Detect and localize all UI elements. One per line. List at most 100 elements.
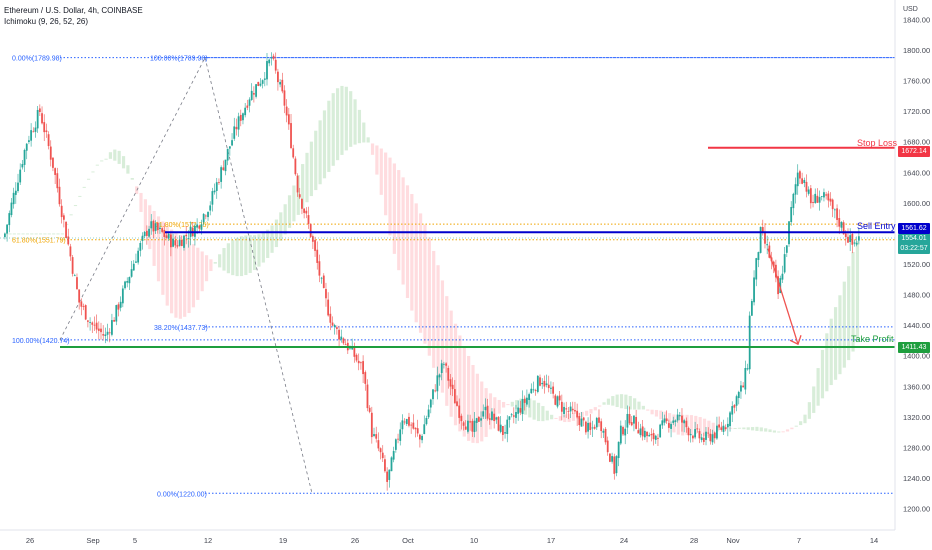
cloud-segment — [30, 233, 34, 235]
cloud-segment — [676, 414, 680, 435]
cloud-segment — [646, 409, 650, 411]
candle-body — [685, 420, 688, 428]
candle-body — [6, 224, 8, 234]
cloud-segment — [279, 212, 283, 241]
candle-body — [60, 205, 63, 218]
cloud-segment — [563, 414, 567, 423]
candle-body — [484, 406, 487, 411]
take-profit-price-tag: 1411.43 — [898, 342, 930, 353]
candle-body — [777, 276, 779, 295]
candle-body — [576, 410, 579, 418]
candle-body — [342, 338, 345, 344]
candle-body — [847, 236, 849, 243]
candle-body — [126, 281, 129, 283]
candle-body — [580, 418, 583, 427]
candle-body — [493, 413, 496, 422]
candle-body — [290, 123, 292, 149]
cloud-segment — [349, 91, 353, 147]
cloud-segment — [344, 86, 348, 151]
candle-body — [510, 414, 513, 416]
candle-body — [408, 416, 410, 426]
candle-body — [228, 146, 231, 149]
projection-arrow — [767, 248, 802, 346]
cloud-segment — [847, 266, 851, 361]
candle-body — [486, 405, 489, 419]
cloud-segment — [641, 405, 645, 410]
candle-body — [799, 171, 801, 179]
cloud-segment — [851, 251, 855, 352]
candle-body — [449, 379, 452, 387]
price-tick-label: 1840.00 — [903, 15, 930, 24]
candle-body — [32, 131, 35, 133]
candle-body — [259, 83, 262, 86]
cloud-segment — [707, 420, 711, 437]
candle-body — [159, 227, 161, 229]
candle-body — [805, 181, 808, 192]
candle-body — [543, 380, 546, 387]
price-tick-label: 1280.00 — [903, 443, 930, 452]
candle-body — [753, 277, 755, 303]
cloud-segment — [235, 237, 239, 277]
candle-body — [368, 407, 371, 412]
candle-body — [38, 108, 41, 113]
candle-body — [97, 328, 100, 331]
candle-body — [589, 422, 592, 430]
candle-body — [521, 399, 524, 415]
cloud-segment — [637, 401, 641, 410]
candle-body — [764, 231, 766, 244]
cloud-segment — [606, 398, 611, 405]
cloud-segment — [785, 429, 790, 432]
candle-body — [386, 471, 389, 482]
cloud-segment — [593, 407, 597, 411]
candle-body — [19, 169, 22, 183]
cloud-segment — [589, 409, 593, 414]
candle-body — [692, 435, 694, 439]
candle-body — [495, 417, 498, 420]
candle-body — [672, 420, 675, 423]
candle-body — [475, 418, 478, 423]
time-tick-label: Sep — [86, 536, 99, 545]
candle-body — [775, 264, 777, 278]
candle-body — [681, 415, 683, 423]
candle-body — [62, 215, 65, 220]
candle-body — [772, 261, 775, 267]
cloud-segment — [78, 195, 82, 197]
candle-body — [322, 275, 325, 289]
cloud-segment — [628, 395, 632, 410]
candle-body — [702, 437, 705, 442]
candle-body — [667, 423, 670, 428]
cloud-segment — [764, 428, 768, 432]
fibonacci-retracements: 0.00%(1789.98) 61.80%(1551.79) 100.00%(142… — [12, 56, 895, 498]
candle-body — [722, 425, 725, 432]
cloud-segment — [558, 416, 562, 421]
candle-body — [115, 305, 118, 322]
price-tick-label: 1640.00 — [903, 168, 930, 177]
candle-body — [709, 433, 712, 442]
candle-body — [849, 235, 852, 242]
cloud-segment — [357, 109, 362, 144]
cloud-segment — [174, 232, 178, 318]
cloud-segment — [152, 210, 156, 266]
cloud-segment — [130, 177, 134, 180]
cloud-segment — [126, 165, 130, 174]
candle-body — [185, 234, 188, 237]
candle-body — [165, 235, 168, 238]
candle-body — [530, 388, 533, 394]
candle-body — [25, 143, 28, 151]
candle-body — [563, 406, 565, 414]
cloud-segment — [855, 241, 860, 343]
candle-body — [4, 233, 6, 238]
candle-body — [526, 397, 528, 405]
candle-body — [733, 405, 736, 408]
candle-body — [366, 384, 369, 409]
candle-body — [574, 410, 576, 412]
cloud-segment — [322, 110, 327, 179]
time-tick-label: 19 — [279, 536, 287, 545]
cloud-segment — [12, 233, 16, 235]
candle-body — [628, 414, 631, 424]
candle-body — [340, 336, 343, 340]
candle-body — [650, 434, 653, 436]
candle-body — [231, 140, 233, 146]
